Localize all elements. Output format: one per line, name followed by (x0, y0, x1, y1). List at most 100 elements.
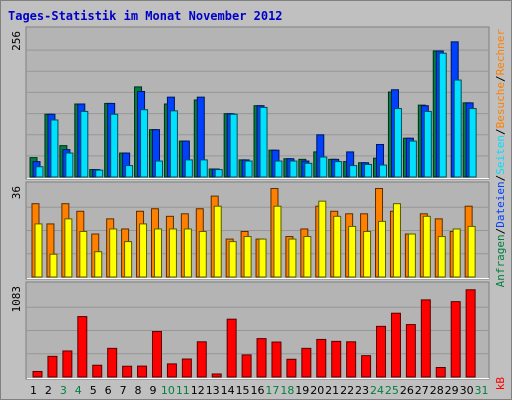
x-tick-label-day-17: 17 (265, 384, 279, 397)
bar-rechner-day-18 (288, 238, 297, 278)
bar-kb-day-29 (450, 301, 461, 378)
bar-kb-day-12 (196, 341, 207, 378)
bar-seiten-day-2 (50, 119, 59, 178)
panel-top: 256 (10, 26, 490, 180)
x-tick-label-day-24: 24 (370, 384, 384, 397)
legend-entry: Anfragen (494, 234, 507, 287)
legend-top-right: Anfragen/Dateien/Seiten/Besuche/Rechner (494, 29, 507, 288)
bar-seiten-day-18 (289, 160, 298, 178)
x-tick-label-day-16: 16 (251, 384, 265, 397)
y-max-label: 1083 (10, 286, 23, 313)
legend-entry: kB (494, 377, 507, 391)
bar-rechner-day-16 (258, 238, 267, 278)
bar-rechner-day-14 (228, 241, 237, 278)
y-max-label: 256 (10, 31, 23, 51)
bar-rechner-day-28 (437, 236, 446, 278)
x-tick-label-day-18: 18 (280, 384, 294, 397)
bar-rechner-day-3 (64, 218, 73, 278)
x-tick-label-day-5: 5 (90, 384, 97, 397)
bar-seiten-day-8 (140, 109, 149, 178)
legend-entry: Rechner (494, 29, 507, 76)
bar-rechner-day-17 (273, 205, 282, 278)
x-tick-label-day-1: 1 (30, 384, 37, 397)
bar-kb-day-5 (92, 364, 103, 378)
bar-rechner-day-2 (49, 253, 58, 278)
x-tick-label-day-13: 13 (206, 384, 220, 397)
bar-rechner-day-1 (34, 223, 43, 278)
bar-rechner-day-15 (243, 236, 252, 278)
x-tick-label-day-23: 23 (355, 384, 369, 397)
bar-seiten-day-23 (364, 163, 373, 178)
panel-middle: 36 (10, 181, 490, 280)
x-tick-label-day-8: 8 (135, 384, 142, 397)
bar-kb-day-4 (77, 316, 88, 378)
bar-seiten-day-15 (244, 160, 253, 178)
bar-rechner-day-8 (139, 223, 148, 278)
bar-kb-day-27 (420, 299, 431, 378)
bar-kb-day-28 (435, 367, 446, 378)
x-tick-label-day-6: 6 (105, 384, 112, 397)
bar-seiten-day-11 (184, 159, 193, 178)
x-tick-label-day-10: 10 (161, 384, 175, 397)
x-tick-label-day-30: 30 (460, 384, 474, 397)
bar-rechner-day-6 (109, 228, 118, 278)
bar-rechner-day-11 (183, 228, 192, 278)
bar-kb-day-10 (166, 363, 177, 378)
bar-seiten-day-5 (95, 169, 104, 178)
bar-rechner-day-22 (348, 225, 357, 278)
bar-kb-day-21 (331, 340, 342, 378)
bar-seiten-day-25 (393, 108, 402, 178)
bar-kb-day-18 (286, 358, 297, 378)
bar-kb-day-9 (151, 331, 162, 378)
legend-bottom-right: kB (494, 377, 507, 391)
bar-kb-day-25 (390, 312, 401, 378)
x-tick-label-day-21: 21 (325, 384, 339, 397)
bar-seiten-day-26 (408, 140, 417, 178)
legend-entry: Seiten (494, 135, 507, 175)
legend-entry: / (494, 128, 507, 135)
legend-entry: / (494, 75, 507, 82)
bar-rechner-day-7 (124, 241, 133, 278)
bar-rechner-day-25 (392, 203, 401, 278)
bar-rechner-day-5 (94, 251, 103, 278)
bar-kb-day-1 (32, 370, 43, 378)
bar-kb-day-3 (62, 350, 73, 378)
bar-kb-day-20 (316, 338, 327, 378)
bar-kb-day-19 (301, 347, 312, 378)
bar-kb-day-17 (271, 341, 282, 378)
bar-seiten-day-12 (199, 159, 208, 178)
bar-seiten-day-4 (80, 110, 89, 178)
x-tick-label-day-28: 28 (430, 384, 444, 397)
x-tick-label-day-11: 11 (176, 384, 190, 397)
bar-rechner-day-26 (407, 233, 416, 278)
bar-rechner-day-29 (452, 228, 461, 278)
bar-rechner-day-13 (213, 205, 222, 278)
x-tick-label-day-2: 2 (45, 384, 52, 397)
x-tick-label-day-26: 26 (400, 384, 414, 397)
x-tick-label-day-22: 22 (340, 384, 354, 397)
bar-rechner-day-19 (303, 236, 312, 278)
x-tick-label-day-19: 19 (295, 384, 309, 397)
bar-seiten-day-14 (229, 113, 238, 178)
bar-seiten-day-6 (110, 113, 119, 178)
bar-kb-day-26 (405, 324, 416, 378)
bar-seiten-day-27 (423, 110, 432, 178)
x-tick-label-day-27: 27 (415, 384, 429, 397)
legend-entry: / (494, 175, 507, 182)
bar-seiten-day-21 (334, 161, 343, 178)
bar-seiten-day-16 (259, 106, 268, 178)
bar-kb-day-11 (181, 358, 192, 378)
bar-seiten-day-9 (154, 160, 163, 178)
bar-rechner-day-4 (79, 231, 88, 278)
legend-entry: / (494, 228, 507, 235)
bar-seiten-day-17 (274, 160, 283, 178)
bar-seiten-day-29 (453, 79, 462, 178)
bar-kb-day-14 (226, 318, 237, 378)
bar-rechner-day-9 (153, 228, 162, 278)
x-tick-label-day-4: 4 (75, 384, 82, 397)
x-tick-label-day-31: 31 (475, 384, 489, 397)
x-tick-label-day-3: 3 (60, 384, 67, 397)
bar-kb-day-8 (137, 365, 148, 378)
